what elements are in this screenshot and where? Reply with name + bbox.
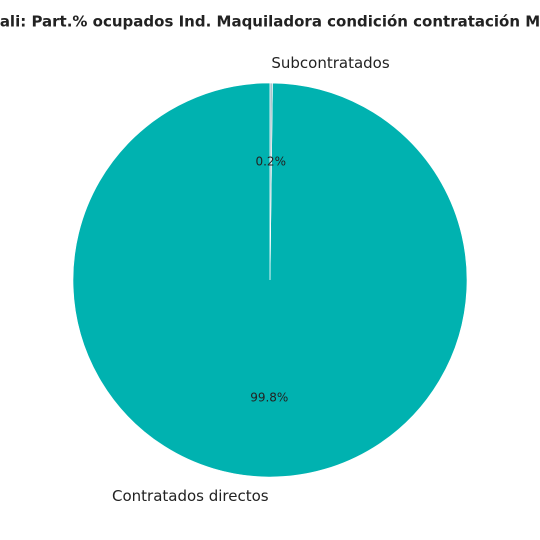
- value-label: 0.2%: [255, 154, 286, 168]
- slice-label: Contratados directos: [112, 487, 269, 505]
- pie-slice: [269, 82, 273, 281]
- value-label: 99.8%: [250, 391, 288, 405]
- chart-title: ali: Part.% ocupados Ind. Maquiladora co…: [0, 13, 540, 31]
- slice-label: Subcontratados: [271, 54, 389, 72]
